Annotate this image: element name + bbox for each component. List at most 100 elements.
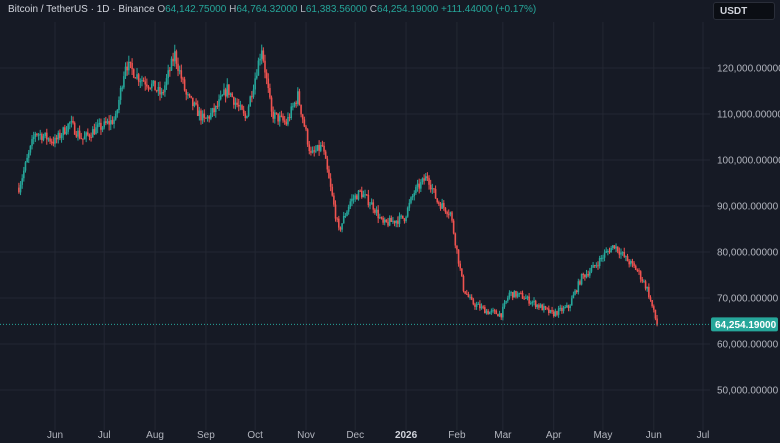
candle: [511, 291, 514, 301]
candle: [88, 133, 91, 141]
candle: [503, 299, 506, 309]
candle: [326, 155, 329, 173]
candle: [50, 138, 53, 146]
candle: [296, 87, 299, 107]
candle: [592, 261, 594, 268]
candle: [521, 290, 524, 300]
candle: [77, 127, 79, 141]
x-tick-label-9: Mar: [494, 430, 512, 441]
x-tick-label-10: Apr: [546, 430, 562, 441]
candle: [205, 117, 207, 119]
candle: [385, 219, 388, 223]
candle: [369, 201, 371, 210]
candle: [539, 303, 542, 309]
symbol-name[interactable]: Bitcoin / TetherUS · 1D · Binance: [8, 4, 155, 15]
candle: [590, 264, 593, 274]
candle: [534, 299, 537, 309]
candle: [364, 189, 366, 199]
candle: [547, 305, 550, 316]
x-tick-label-13: Jul: [697, 430, 710, 441]
candle: [405, 215, 407, 223]
candle: [365, 193, 368, 196]
y-tick-label-2: 100,000.00000: [717, 156, 780, 167]
candle: [574, 288, 576, 296]
candle: [226, 78, 229, 99]
candle: [634, 264, 637, 271]
candle: [198, 106, 201, 121]
candle: [144, 76, 147, 91]
candle: [352, 194, 355, 204]
candle: [454, 232, 457, 249]
candle: [282, 113, 284, 123]
candle: [70, 115, 73, 128]
candle: [85, 131, 87, 143]
candle: [219, 90, 222, 101]
candle: [87, 128, 89, 137]
x-tick-label-12: Jun: [646, 430, 662, 441]
candle: [441, 198, 443, 209]
candle: [154, 80, 156, 91]
candle: [375, 206, 378, 216]
candle: [467, 291, 470, 298]
candle: [90, 132, 92, 142]
candle: [44, 132, 46, 139]
candle: [201, 110, 204, 124]
candle: [623, 247, 626, 258]
candle: [124, 62, 127, 79]
candle: [551, 306, 553, 314]
candle: [585, 269, 588, 279]
candle: [452, 218, 455, 235]
candle: [96, 119, 99, 134]
candle: [372, 199, 375, 214]
candle: [582, 272, 585, 279]
candle: [569, 304, 571, 312]
currency-selector[interactable]: USDT: [713, 2, 775, 20]
candle: [101, 125, 104, 133]
candle: [513, 290, 516, 298]
candle: [593, 264, 596, 268]
candle: [234, 97, 237, 110]
candle: [554, 308, 557, 317]
candle: [136, 68, 138, 80]
candle: [82, 138, 84, 145]
candle: [251, 91, 253, 103]
candle: [613, 245, 616, 250]
candle: [462, 274, 465, 293]
y-axis[interactable]: 120,000.00000 110,000.00000 100,000.00000 9…: [717, 64, 780, 397]
candle: [415, 184, 417, 195]
candle: [561, 305, 563, 314]
candle: [78, 125, 81, 140]
candle: [192, 97, 194, 111]
candle: [406, 206, 409, 218]
candle: [605, 247, 608, 254]
candle: [393, 220, 396, 227]
candle: [275, 112, 278, 115]
candle: [469, 294, 471, 300]
candle: [377, 205, 379, 224]
candle: [636, 268, 639, 273]
candle: [21, 174, 23, 189]
candle: [383, 217, 386, 226]
candle: [47, 137, 50, 142]
candle: [131, 58, 133, 76]
candle: [390, 215, 393, 222]
candle: [64, 124, 66, 135]
candle: [98, 118, 101, 127]
candle: [621, 251, 624, 256]
candle: [229, 92, 232, 97]
x-axis[interactable]: Jun Jul Aug Sep Oct Nov Dec 2026 Feb Mar Apr May Jun…: [47, 430, 709, 441]
candle: [167, 64, 169, 85]
candle: [398, 212, 401, 228]
candle: [259, 53, 261, 66]
y-tick-label-4: 80,000.00000: [717, 248, 779, 259]
candle: [157, 82, 160, 96]
candle: [318, 140, 320, 156]
candle: [567, 304, 570, 312]
candle: [45, 128, 48, 145]
candle: [134, 77, 137, 79]
candle: [278, 111, 281, 127]
candle: [59, 129, 61, 141]
candle: [349, 198, 352, 210]
candle: [237, 98, 240, 112]
